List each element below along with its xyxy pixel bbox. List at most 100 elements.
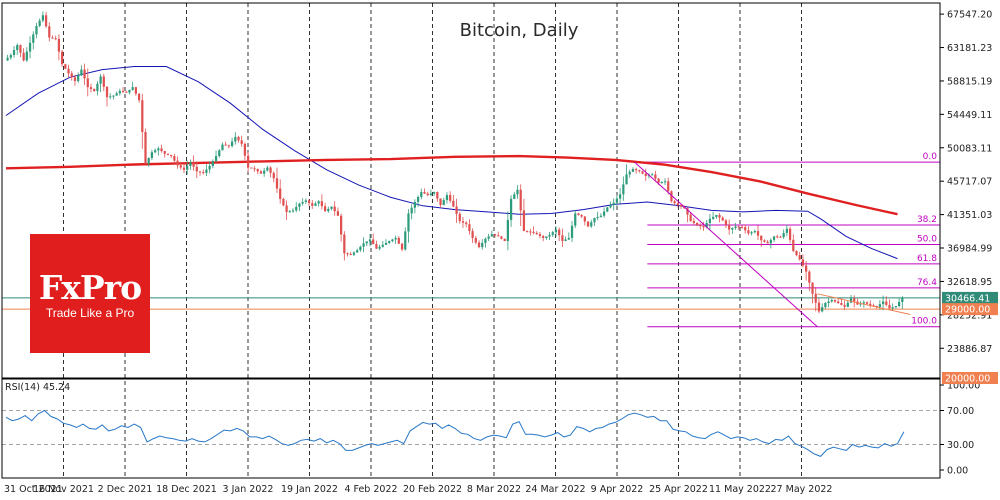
candle-body bbox=[166, 153, 170, 155]
candle-body bbox=[622, 184, 625, 195]
candle-body bbox=[311, 203, 314, 206]
candle-body bbox=[57, 38, 61, 52]
candle-body bbox=[888, 304, 891, 309]
candle-body bbox=[70, 73, 73, 78]
candle-body bbox=[792, 239, 795, 251]
candle-body bbox=[474, 237, 477, 243]
x-tick-label: 3 Jan 2022 bbox=[223, 484, 274, 495]
candle-body bbox=[9, 55, 12, 58]
candle-body bbox=[493, 234, 497, 236]
candle-body bbox=[734, 226, 737, 228]
candle-body bbox=[288, 211, 291, 213]
ma-200-line bbox=[5, 154, 898, 216]
candle-body bbox=[513, 194, 516, 199]
candle-body bbox=[516, 189, 519, 195]
x-tick-label: 8 Mar 2022 bbox=[467, 484, 521, 495]
candle-body bbox=[109, 96, 112, 98]
y-tick-label: 54449.11 bbox=[947, 110, 992, 121]
candle-body bbox=[400, 243, 404, 250]
candle-body bbox=[638, 170, 641, 172]
candle-body bbox=[718, 214, 721, 218]
candle-body bbox=[894, 306, 898, 308]
candle-body bbox=[798, 255, 801, 260]
candle-body bbox=[551, 232, 554, 235]
chart-title: Bitcoin, Daily bbox=[460, 20, 579, 41]
candle-body bbox=[667, 181, 670, 192]
candle-body bbox=[246, 155, 250, 168]
candle-body bbox=[397, 237, 400, 244]
candle-body bbox=[497, 235, 500, 237]
candle-body bbox=[150, 152, 154, 158]
candle-body bbox=[12, 50, 16, 56]
candle-body bbox=[320, 201, 324, 207]
candle-body bbox=[214, 156, 218, 162]
price-tag bbox=[942, 303, 998, 316]
x-tick-label: 31 Oct 2021 bbox=[4, 484, 63, 495]
fib-level-label: 50.0 bbox=[917, 234, 937, 244]
candle-body bbox=[885, 301, 888, 305]
candle-body bbox=[19, 45, 22, 53]
candle-body bbox=[362, 243, 365, 247]
fib-level-label: 61.8 bbox=[917, 254, 937, 264]
candle-body bbox=[198, 171, 202, 173]
candle-body bbox=[86, 78, 89, 88]
candle-body bbox=[407, 213, 410, 232]
x-tick-label: 16 Nov 2021 bbox=[33, 484, 94, 495]
rsi-tick-label: 0.00 bbox=[947, 466, 968, 477]
candle-body bbox=[715, 214, 718, 217]
x-tick-label: 24 Mar 2022 bbox=[525, 484, 585, 495]
candle-body bbox=[760, 235, 763, 241]
candle-body bbox=[375, 244, 378, 249]
candle-body bbox=[817, 302, 821, 312]
trend-line bbox=[817, 293, 911, 315]
candle-body bbox=[641, 171, 644, 174]
candle-body bbox=[865, 302, 869, 304]
candle-body bbox=[115, 93, 118, 96]
candle-body bbox=[740, 226, 744, 228]
candle-body bbox=[141, 100, 144, 132]
candle-body bbox=[795, 250, 798, 256]
candle-body bbox=[830, 299, 833, 302]
candle-body bbox=[368, 239, 372, 242]
candle-body bbox=[465, 222, 468, 225]
candle-body bbox=[663, 181, 667, 183]
candle-body bbox=[651, 174, 654, 176]
candle-body bbox=[25, 51, 28, 61]
candle-body bbox=[548, 234, 551, 237]
candle-body bbox=[840, 303, 843, 305]
fib-level-label: 76.4 bbox=[917, 278, 937, 288]
rsi-tick-label: 70.00 bbox=[947, 406, 974, 417]
candle-body bbox=[891, 307, 894, 309]
price-tag-label: 29000.00 bbox=[945, 305, 990, 316]
rsi-tick-label: 100.00 bbox=[947, 381, 980, 392]
candle-body bbox=[237, 136, 240, 141]
candle-body bbox=[618, 194, 622, 199]
candle-body bbox=[487, 236, 490, 239]
candle-body bbox=[253, 168, 256, 170]
candle-body bbox=[125, 91, 128, 93]
candle-body bbox=[535, 232, 538, 235]
x-tick-label: 19 Jan 2022 bbox=[281, 484, 338, 495]
candle-body bbox=[28, 42, 32, 52]
candle-body bbox=[756, 231, 760, 236]
candle-body bbox=[99, 76, 102, 84]
candle-body bbox=[686, 208, 689, 215]
candle-body bbox=[657, 178, 660, 183]
candle-body bbox=[121, 91, 125, 93]
candle-body bbox=[461, 221, 465, 223]
candle-body bbox=[436, 192, 439, 199]
candle-body bbox=[644, 173, 647, 176]
candle-body bbox=[356, 250, 359, 253]
candle-body bbox=[173, 156, 176, 161]
candle-body bbox=[606, 207, 609, 212]
candle-body bbox=[728, 224, 731, 230]
candle-body bbox=[317, 201, 320, 204]
rsi-line bbox=[5, 409, 905, 457]
logo-tagline: Trade Like a Pro bbox=[45, 306, 135, 320]
candle-body bbox=[282, 198, 285, 206]
x-tick-label: 11 May 2022 bbox=[709, 484, 771, 495]
candle-body bbox=[660, 182, 663, 184]
candle-body bbox=[192, 162, 195, 167]
candle-body bbox=[67, 68, 70, 74]
